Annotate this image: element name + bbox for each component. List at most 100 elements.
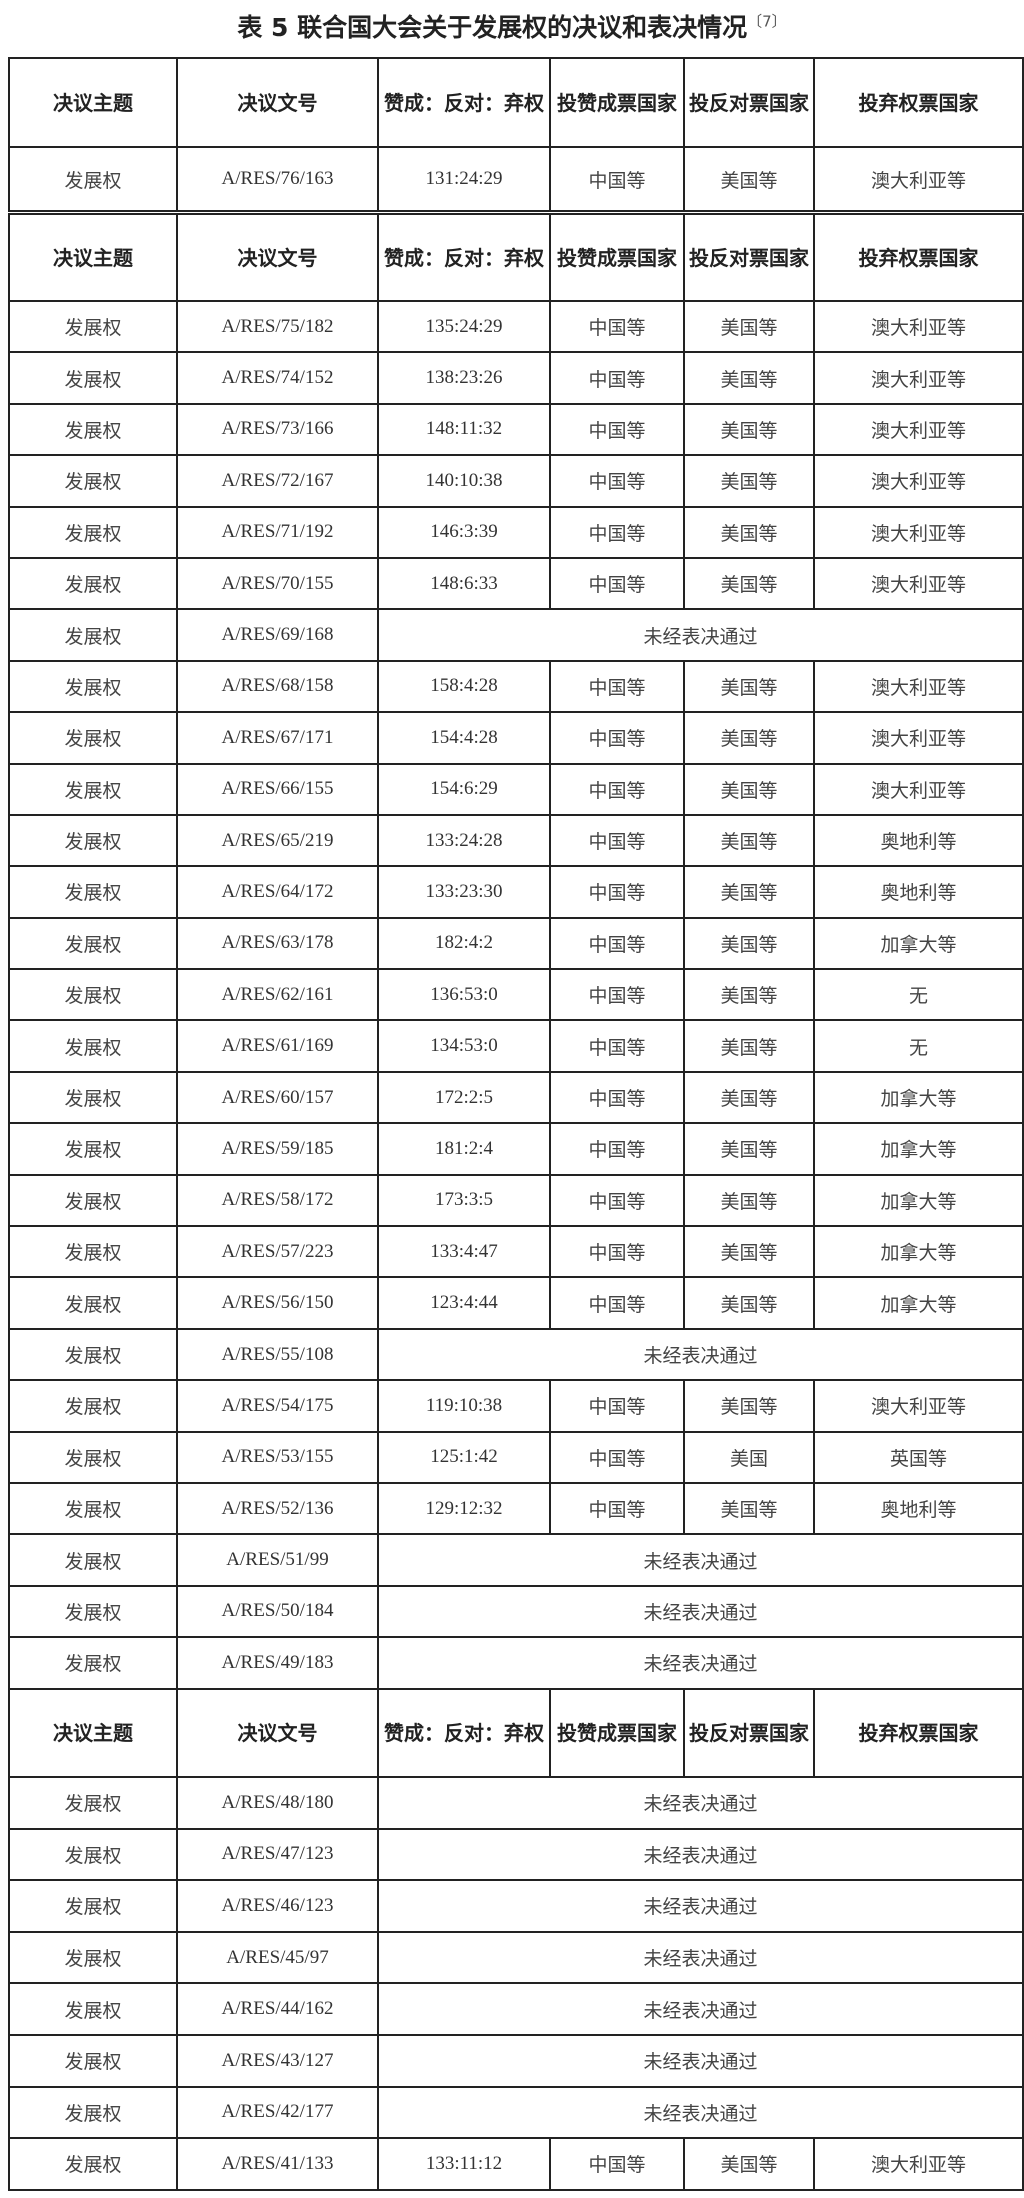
cell-not-voted: 未经表决通过 — [377, 1827, 1024, 1882]
cell-vote-ratio: 119:10:38 — [377, 1379, 551, 1433]
table-title: 表 5 联合国大会关于发展权的决议和表决情况〔7〕 — [0, 8, 1024, 44]
cell-not-voted: 未经表决通过 — [377, 2033, 1024, 2088]
cell-vote-ratio: 133:23:30 — [377, 865, 551, 919]
cell-abstain-countries: 澳大利亚等 — [813, 762, 1024, 816]
cell-topic: 发展权 — [8, 1982, 178, 2036]
cell-topic: 发展权 — [8, 299, 178, 354]
cell-topic: 发展权 — [8, 1070, 178, 1125]
cell-doc-number: A/RES/46/123 — [176, 1879, 379, 1933]
header-abstain-countries: 投弃权票国家 — [813, 213, 1024, 302]
cell-topic: 发展权 — [8, 916, 178, 971]
table-row: 发展权 A/RES/47/123 未经表决通过 — [8, 1827, 1024, 1882]
cell-no-countries: 美国等 — [683, 299, 815, 354]
cell-no-countries: 美国等 — [683, 351, 815, 405]
cell-abstain-countries: 澳大利亚等 — [813, 659, 1024, 714]
cell-doc-number: A/RES/52/136 — [176, 1481, 379, 1536]
cell-abstain-countries: 奥地利等 — [813, 1481, 1024, 1536]
cell-abstain-countries: 澳大利亚等 — [813, 146, 1024, 212]
cell-topic: 发展权 — [8, 2033, 178, 2088]
cell-no-countries: 美国等 — [683, 711, 815, 765]
header-no-countries: 投反对票国家 — [683, 213, 815, 302]
cell-doc-number: A/RES/43/127 — [176, 2033, 379, 2088]
table-row: 发展权 A/RES/49/183 未经表决通过 — [8, 1636, 1024, 1690]
cell-doc-number: A/RES/60/157 — [176, 1070, 379, 1125]
cell-abstain-countries: 加拿大等 — [813, 1225, 1024, 1279]
cell-doc-number: A/RES/42/177 — [176, 2085, 379, 2140]
cell-vote-ratio: 172:2:5 — [377, 1070, 551, 1125]
cell-yes-countries: 中国等 — [549, 146, 685, 212]
header-yes-countries: 投赞成票国家 — [549, 1688, 685, 1778]
table-row: 发展权 A/RES/72/167 140:10:38 中国等 美国等 澳大利亚等 — [8, 454, 1024, 508]
cell-topic: 发展权 — [8, 1776, 178, 1830]
table-row: 发展权 A/RES/67/171 154:4:28 中国等 美国等 澳大利亚等 — [8, 711, 1024, 765]
cell-vote-ratio: 146:3:39 — [377, 505, 551, 559]
cell-topic: 发展权 — [8, 2137, 178, 2191]
cell-yes-countries: 中国等 — [549, 762, 685, 816]
header-doc-number: 决议文号 — [176, 1688, 379, 1778]
cell-doc-number: A/RES/53/155 — [176, 1430, 379, 1484]
header-no-countries: 投反对票国家 — [683, 1688, 815, 1778]
table-row: 发展权 A/RES/59/185 181:2:4 中国等 美国等 加拿大等 — [8, 1122, 1024, 1176]
cell-not-voted: 未经表决通过 — [377, 1327, 1024, 1382]
header-row: 决议主题 决议文号 赞成：反对：弃权 投赞成票国家 投反对票国家 投弃权票国家 — [8, 57, 1024, 148]
cell-doc-number: A/RES/59/185 — [176, 1122, 379, 1176]
cell-abstain-countries: 奥地利等 — [813, 865, 1024, 919]
table-row: 发展权 A/RES/57/223 133:4:47 中国等 美国等 加拿大等 — [8, 1225, 1024, 1279]
citation-ref: 〔7〕 — [747, 12, 787, 31]
cell-topic: 发展权 — [8, 659, 178, 714]
cell-abstain-countries: 澳大利亚等 — [813, 402, 1024, 457]
cell-doc-number: A/RES/61/169 — [176, 1019, 379, 1073]
cell-doc-number: A/RES/72/167 — [176, 454, 379, 508]
cell-doc-number: A/RES/44/162 — [176, 1982, 379, 2036]
cell-topic: 发展权 — [8, 865, 178, 919]
cell-abstain-countries: 澳大利亚等 — [813, 299, 1024, 354]
cell-yes-countries: 中国等 — [549, 1173, 685, 1228]
header-topic: 决议主题 — [8, 1688, 178, 1778]
cell-yes-countries: 中国等 — [549, 1481, 685, 1536]
cell-topic: 发展权 — [8, 146, 178, 212]
cell-no-countries: 美国等 — [683, 659, 815, 714]
table-row: 发展权 A/RES/61/169 134:53:0 中国等 美国等无 — [8, 1019, 1024, 1073]
cell-doc-number: A/RES/50/184 — [176, 1584, 379, 1639]
cell-abstain-countries: 加拿大等 — [813, 916, 1024, 971]
table-row: 发展权 A/RES/42/177 未经表决通过 — [8, 2085, 1024, 2140]
table-row: 发展权 A/RES/62/161 136:53:0 中国等 美国等无 — [8, 968, 1024, 1022]
header-abstain-countries: 投弃权票国家 — [813, 1688, 1024, 1778]
cell-doc-number: A/RES/73/166 — [176, 402, 379, 457]
cell-doc-number: A/RES/45/97 — [176, 1930, 379, 1985]
cell-topic: 发展权 — [8, 608, 178, 662]
cell-abstain-countries: 澳大利亚等 — [813, 505, 1024, 559]
cell-yes-countries: 中国等 — [549, 659, 685, 714]
cell-abstain-countries: 澳大利亚等 — [813, 711, 1024, 765]
table-row: 发展权 A/RES/55/108 未经表决通过 — [8, 1327, 1024, 1382]
cell-not-voted: 未经表决通过 — [377, 1879, 1024, 1933]
cell-doc-number: A/RES/68/158 — [176, 659, 379, 714]
table-row: 发展权 A/RES/54/175 119:10:38 中国等 美国等 澳大利亚等 — [8, 1379, 1024, 1433]
cell-not-voted: 未经表决通过 — [377, 608, 1024, 662]
header-vote-ratio: 赞成：反对：弃权 — [377, 213, 551, 302]
resolution-table-2: 决议主题 决议文号 赞成：反对：弃权 投赞成票国家 投反对票国家 投弃权票国家 发展权 A/R… — [8, 213, 1024, 1690]
cell-no-countries: 美国 — [683, 1430, 815, 1484]
cell-vote-ratio: 131:24:29 — [377, 146, 551, 212]
cell-doc-number: A/RES/64/172 — [176, 865, 379, 919]
cell-yes-countries: 中国等 — [549, 2137, 685, 2191]
cell-doc-number: A/RES/57/223 — [176, 1225, 379, 1279]
cell-topic: 发展权 — [8, 1379, 178, 1433]
cell-doc-number: A/RES/47/123 — [176, 1827, 379, 1882]
cell-doc-number: A/RES/51/99 — [176, 1533, 379, 1587]
cell-not-voted: 未经表决通过 — [377, 1982, 1024, 2036]
cell-abstain-countries: 加拿大等 — [813, 1276, 1024, 1330]
cell-doc-number: A/RES/69/168 — [176, 608, 379, 662]
cell-no-countries: 美国等 — [683, 968, 815, 1022]
cell-doc-number: A/RES/67/171 — [176, 711, 379, 765]
table-row: 发展权 A/RES/50/184 未经表决通过 — [8, 1584, 1024, 1639]
cell-yes-countries: 中国等 — [549, 1225, 685, 1279]
cell-topic: 发展权 — [8, 711, 178, 765]
header-doc-number: 决议文号 — [176, 57, 379, 148]
cell-topic: 发展权 — [8, 1533, 178, 1587]
cell-topic: 发展权 — [8, 1327, 178, 1382]
cell-vote-ratio: 123:4:44 — [377, 1276, 551, 1330]
cell-vote-ratio: 133:11:12 — [377, 2137, 551, 2191]
header-row: 决议主题 决议文号 赞成：反对：弃权 投赞成票国家 投反对票国家 投弃权票国家 — [8, 1688, 1024, 1778]
cell-doc-number: A/RES/49/183 — [176, 1636, 379, 1690]
